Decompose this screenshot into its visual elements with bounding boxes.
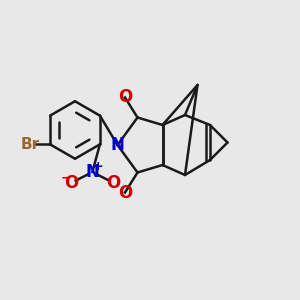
Text: +: + [93,160,103,173]
Text: O: O [106,174,121,192]
Text: Br: Br [20,137,40,152]
Text: O: O [118,88,132,106]
Text: N: N [85,163,99,181]
Text: N: N [111,136,124,154]
Text: O: O [64,174,78,192]
Text: O: O [118,184,132,202]
Text: −: − [60,171,71,184]
